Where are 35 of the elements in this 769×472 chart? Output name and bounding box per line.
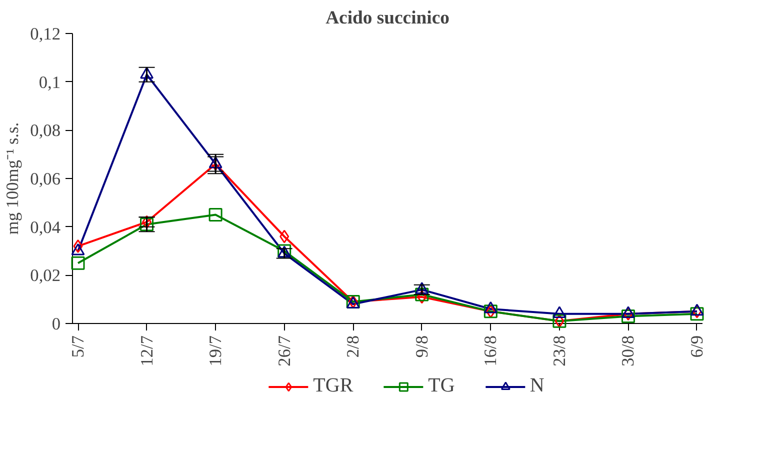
point: [690, 307, 704, 321]
y-tick-label: 0,06: [30, 170, 61, 188]
x-tick-label: 2/8: [344, 335, 363, 358]
point: [142, 215, 152, 229]
point: [73, 239, 83, 253]
x-tick-label: 30/8: [618, 335, 638, 366]
y-tick-label: 0,1: [38, 72, 61, 92]
legend-label: TGR: [313, 374, 354, 398]
point: [280, 230, 290, 244]
x-tick-label: 12/7: [137, 335, 156, 366]
point: [71, 243, 85, 256]
legend-label: TG: [428, 374, 455, 398]
x-tick-label: 26/7: [274, 335, 294, 366]
y-tick-label: 0,12: [30, 24, 61, 44]
point: [417, 290, 427, 304]
chart-title: Acido succinico: [326, 8, 450, 28]
point: [208, 208, 222, 222]
point: [692, 304, 702, 318]
x-tick-label: 16/8: [481, 335, 500, 366]
point: [621, 310, 635, 323]
y-tick-label: 0,02: [30, 266, 61, 286]
legend-label: N: [530, 374, 546, 398]
x-tick-label: 9/8: [412, 335, 432, 358]
point: [140, 66, 154, 79]
point: [208, 156, 222, 168]
x-tick-label: 5/7: [68, 335, 88, 358]
x-tick-label: 19/7: [206, 335, 226, 366]
y-tick-label: 0,04: [30, 218, 61, 237]
x-tick-label: 23/8: [550, 335, 569, 366]
y-tick-label: 0,08: [30, 121, 61, 140]
y-axis-title: mg 100mg⁻¹ s.s.: [3, 122, 22, 235]
point: [71, 256, 85, 270]
x-tick-label: 6/9: [688, 335, 706, 358]
y-tick-label: 0: [52, 314, 61, 334]
point: [415, 288, 429, 302]
